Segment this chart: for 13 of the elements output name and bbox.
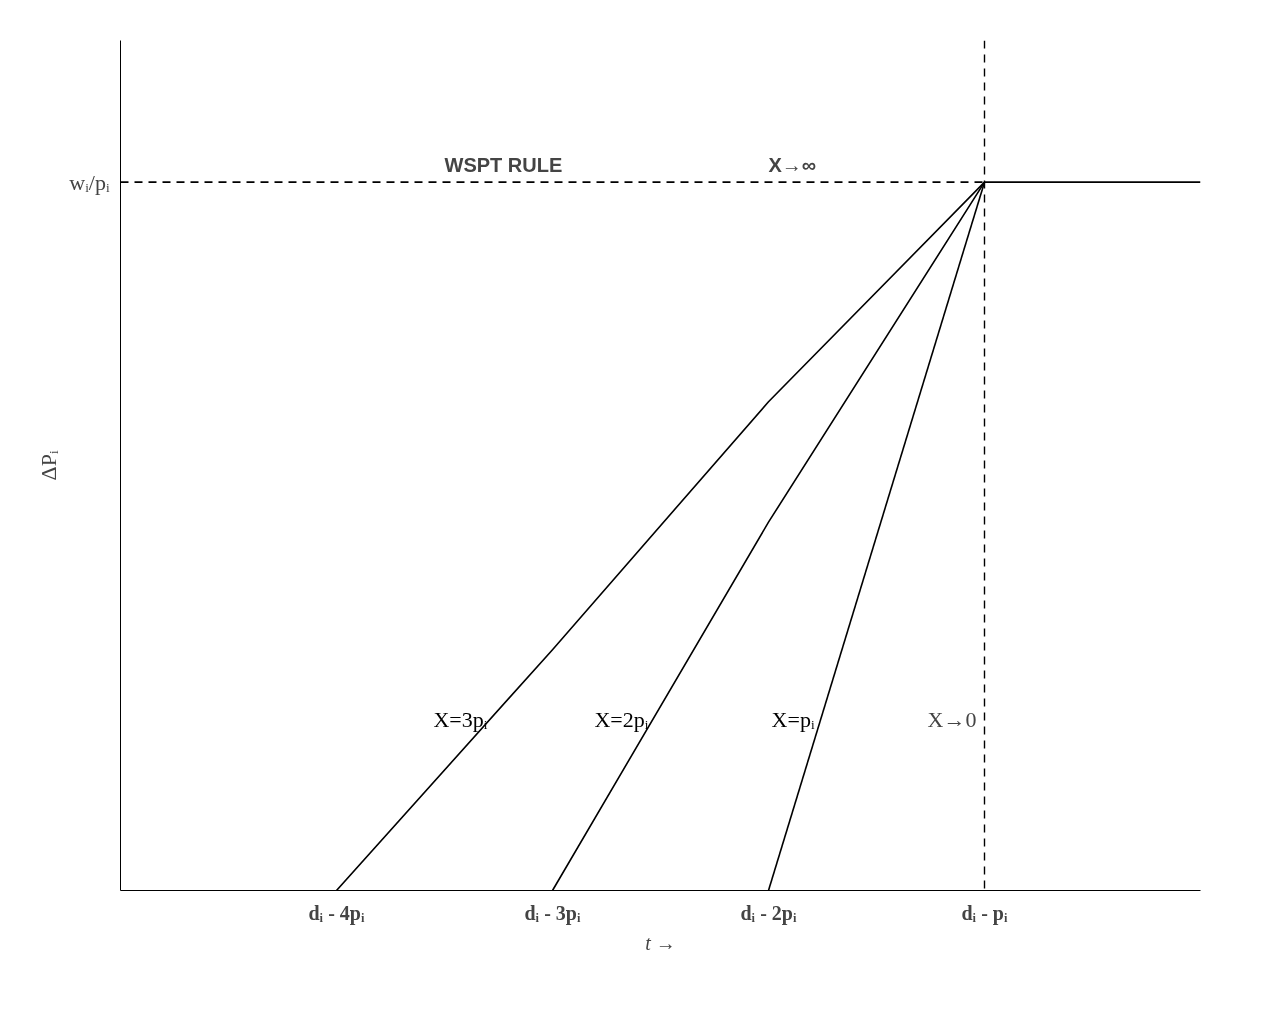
series-label: X=pᵢ: [771, 706, 815, 732]
x-tick-label: dᵢ - 3pᵢ: [524, 901, 581, 925]
series-label: X=3pᵢ: [433, 706, 488, 732]
ref-line-label: X→0: [927, 706, 977, 732]
text: X→∞: [768, 154, 817, 177]
x-tick-label: dᵢ - 4pᵢ: [308, 901, 365, 925]
x-tick-label: dᵢ - 2pᵢ: [740, 901, 797, 925]
text: wᵢ/pᵢ: [69, 169, 110, 195]
series-label: X=2pᵢ: [594, 706, 649, 732]
x-axis-title: t →: [645, 931, 676, 954]
x-tick-label: dᵢ - pᵢ: [961, 901, 1008, 925]
text: WSPT RULE: [444, 154, 563, 177]
y-axis-title: ΔPᵢ: [36, 450, 62, 481]
